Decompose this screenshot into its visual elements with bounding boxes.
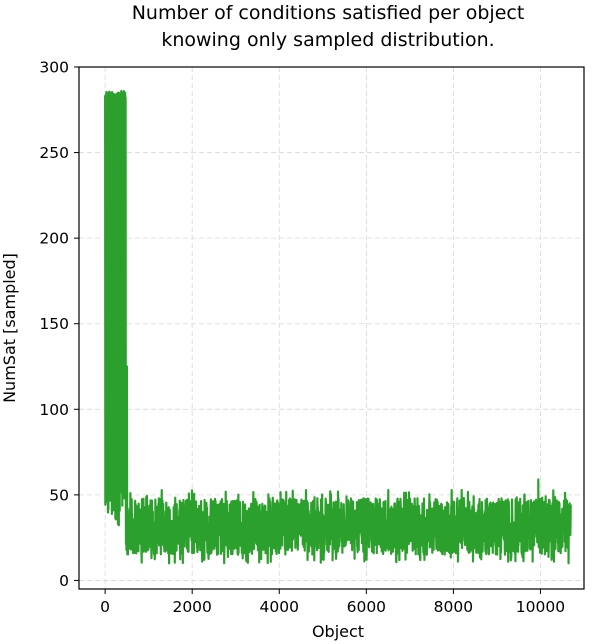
chart-title-line-1: Number of conditions satisfied per objec… [132, 2, 525, 24]
x-axis-label: Object [312, 622, 364, 641]
x-axis: 0 2000 4000 6000 8000 10000 [100, 589, 565, 616]
x-tick-label: 2000 [172, 598, 211, 616]
chart-title-line-2: knowing only sampled distribution. [161, 29, 494, 51]
x-tick-label: 6000 [347, 598, 386, 616]
y-tick-label: 150 [39, 315, 69, 333]
series-path [104, 89, 572, 565]
x-tick-label: 8000 [434, 598, 473, 616]
plot-frame [78, 66, 585, 590]
y-tick-label: 50 [49, 486, 69, 504]
x-tick-label: 0 [100, 598, 110, 616]
y-tick-label: 200 [39, 230, 69, 248]
x-tick-label: 4000 [260, 598, 299, 616]
y-axis: 0 50 100 150 200 250 300 [39, 59, 79, 590]
y-tick-label: 300 [39, 59, 69, 77]
y-tick-label: 100 [39, 401, 69, 419]
y-axis-label: NumSat [sampled] [0, 253, 19, 403]
x-tick-label: 10000 [516, 598, 565, 616]
y-tick-label: 0 [59, 572, 69, 590]
y-tick-label: 250 [39, 144, 69, 162]
series-line [104, 89, 572, 565]
